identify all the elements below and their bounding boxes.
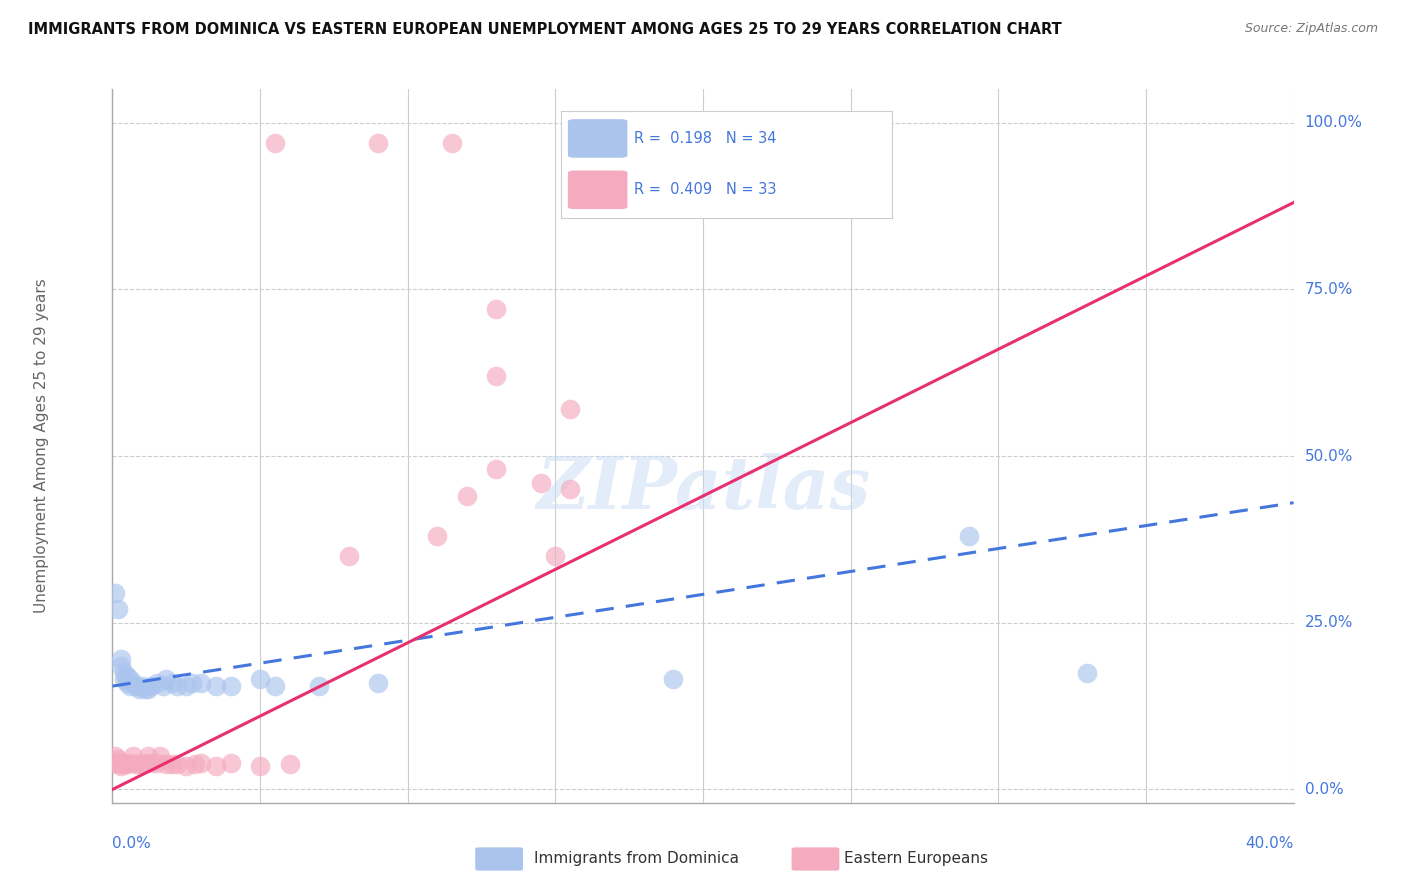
Text: Eastern Europeans: Eastern Europeans bbox=[844, 851, 987, 865]
Point bbox=[120, 673, 142, 687]
Text: Unemployment Among Ages 25 to 29 years: Unemployment Among Ages 25 to 29 years bbox=[34, 278, 49, 614]
Point bbox=[146, 675, 169, 690]
Point bbox=[249, 673, 271, 687]
Point bbox=[122, 749, 145, 764]
Point bbox=[122, 675, 145, 690]
Point bbox=[485, 302, 508, 317]
Text: 100.0%: 100.0% bbox=[1305, 115, 1362, 130]
Point bbox=[155, 757, 177, 772]
Point bbox=[957, 529, 980, 543]
Point bbox=[219, 679, 242, 693]
Point bbox=[104, 585, 127, 599]
Point bbox=[120, 756, 142, 770]
Point bbox=[558, 483, 582, 497]
Point bbox=[110, 659, 132, 673]
Point bbox=[120, 679, 142, 693]
Text: IMMIGRANTS FROM DOMINICA VS EASTERN EUROPEAN UNEMPLOYMENT AMONG AGES 25 TO 29 YE: IMMIGRANTS FROM DOMINICA VS EASTERN EURO… bbox=[28, 22, 1062, 37]
Point bbox=[205, 679, 228, 693]
Point bbox=[110, 756, 132, 770]
Point bbox=[264, 679, 287, 693]
Point bbox=[166, 757, 188, 772]
Point bbox=[219, 756, 242, 770]
Point bbox=[1076, 665, 1098, 680]
Point bbox=[184, 757, 207, 772]
Point bbox=[181, 675, 204, 690]
Point bbox=[174, 679, 197, 693]
Point bbox=[160, 757, 183, 772]
Point bbox=[117, 669, 138, 683]
Point bbox=[112, 757, 135, 772]
Text: 0.0%: 0.0% bbox=[1305, 782, 1343, 797]
Point bbox=[205, 759, 228, 773]
Point bbox=[107, 752, 129, 766]
Point bbox=[264, 136, 287, 150]
Point bbox=[485, 462, 508, 476]
Text: 40.0%: 40.0% bbox=[1246, 836, 1294, 851]
Point bbox=[249, 759, 271, 773]
Point bbox=[139, 679, 162, 693]
Point bbox=[136, 682, 159, 697]
Point bbox=[662, 673, 685, 687]
Text: Source: ZipAtlas.com: Source: ZipAtlas.com bbox=[1244, 22, 1378, 36]
Text: 25.0%: 25.0% bbox=[1305, 615, 1353, 631]
Point bbox=[112, 673, 135, 687]
Point bbox=[125, 679, 148, 693]
Point bbox=[160, 675, 183, 690]
Point bbox=[146, 756, 169, 770]
Point bbox=[155, 673, 177, 687]
Point bbox=[117, 757, 138, 772]
Text: 0.0%: 0.0% bbox=[112, 836, 152, 851]
Point bbox=[152, 679, 174, 693]
Point bbox=[190, 675, 212, 690]
Point bbox=[110, 759, 132, 773]
Point bbox=[544, 549, 567, 563]
Point bbox=[166, 679, 188, 693]
Text: ZIPatlas: ZIPatlas bbox=[536, 453, 870, 524]
Point bbox=[529, 475, 551, 490]
Text: 75.0%: 75.0% bbox=[1305, 282, 1353, 297]
Point bbox=[426, 529, 449, 543]
Point bbox=[104, 749, 127, 764]
Point bbox=[441, 136, 464, 150]
Point bbox=[485, 368, 508, 383]
Point bbox=[139, 756, 162, 770]
Point bbox=[128, 757, 150, 772]
Point bbox=[134, 682, 156, 697]
Point bbox=[112, 665, 135, 680]
Point bbox=[110, 652, 132, 666]
Point bbox=[131, 679, 153, 693]
Point bbox=[128, 682, 150, 697]
Point bbox=[107, 757, 129, 772]
Point bbox=[367, 675, 389, 690]
Point bbox=[367, 136, 389, 150]
Point bbox=[278, 757, 301, 772]
Point bbox=[456, 489, 478, 503]
Point bbox=[117, 675, 138, 690]
Point bbox=[174, 759, 197, 773]
Point bbox=[337, 549, 360, 563]
Point bbox=[104, 756, 127, 770]
Point bbox=[149, 749, 172, 764]
Point bbox=[190, 756, 212, 770]
Point bbox=[558, 402, 582, 417]
Point bbox=[134, 756, 156, 770]
Point bbox=[308, 679, 330, 693]
Point bbox=[131, 757, 153, 772]
Point bbox=[107, 602, 129, 616]
Point bbox=[125, 757, 148, 772]
Text: 50.0%: 50.0% bbox=[1305, 449, 1353, 464]
Text: Immigrants from Dominica: Immigrants from Dominica bbox=[534, 851, 740, 865]
Point bbox=[136, 749, 159, 764]
